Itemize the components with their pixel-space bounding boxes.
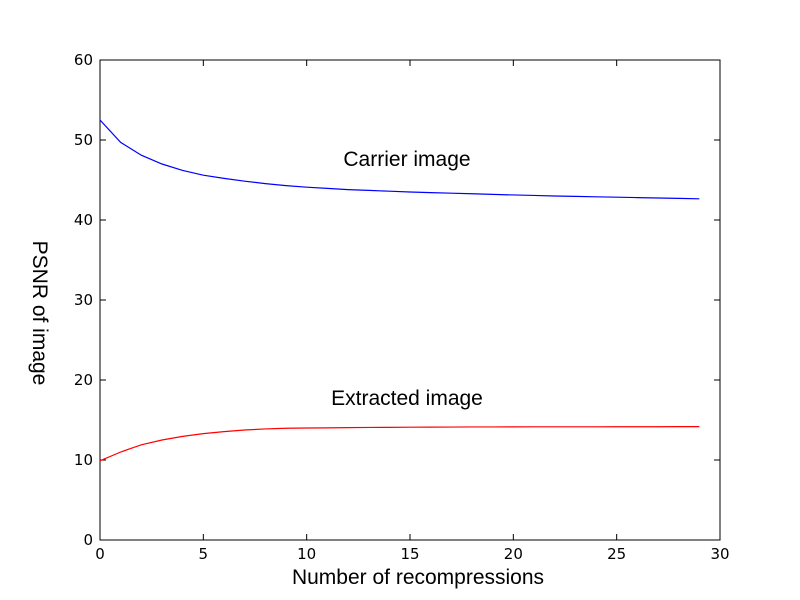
y-tick-label: 0: [83, 531, 93, 549]
y-tick-label: 30: [74, 291, 93, 309]
x-axis-label: Number of recompressions: [292, 566, 544, 589]
axis-ticks: 0 5 10 15 20 25 30 0 10 20 30 40 50 60: [74, 51, 730, 563]
y-tick-label: 40: [74, 211, 93, 229]
y-tick-label: 10: [74, 451, 93, 469]
x-tick-label: 5: [199, 545, 209, 563]
x-tick-label: 25: [607, 545, 626, 563]
x-tick-label: 20: [504, 545, 523, 563]
carrier-image-annotation: Carrier image: [343, 148, 470, 171]
extracted-image-annotation: Extracted image: [331, 387, 483, 410]
y-tick-label: 50: [74, 131, 93, 149]
series-lines: [99, 119, 700, 462]
y-tick-label: 20: [74, 371, 93, 389]
x-tick-label: 0: [95, 545, 105, 563]
y-tick-label: 60: [74, 51, 93, 69]
plot-frame: [99, 59, 721, 541]
x-tick-label: 10: [297, 545, 316, 563]
y-axis-label: PSNR of image: [28, 241, 51, 386]
carrier-image-line: [99, 119, 700, 200]
x-tick-label: 15: [400, 545, 419, 563]
x-tick-label: 30: [710, 545, 729, 563]
extracted-image-line: [99, 426, 700, 462]
